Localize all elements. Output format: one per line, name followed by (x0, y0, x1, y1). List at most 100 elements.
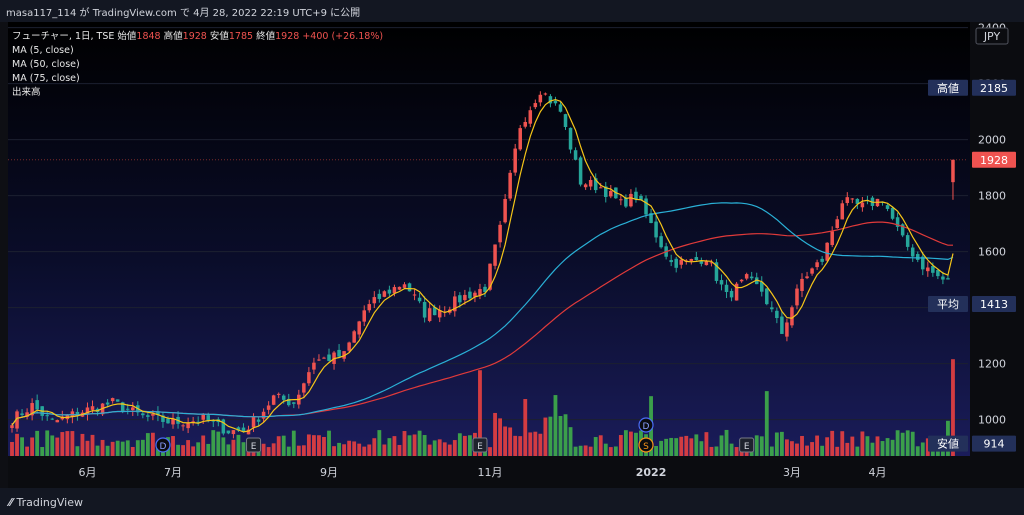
volume-bar (306, 434, 311, 456)
volume-bar (890, 439, 895, 456)
volume-bar (115, 440, 120, 456)
volume-bar (865, 436, 870, 456)
candle-body (256, 419, 261, 422)
volume-bar (779, 431, 784, 456)
volume-bar (870, 442, 875, 456)
candle-body (583, 184, 588, 188)
volume-bar (815, 435, 820, 456)
candle-body (810, 268, 814, 274)
candle-body (211, 420, 216, 422)
volume-bar (402, 431, 407, 456)
legend-low: 1785 (228, 31, 254, 42)
price-chart[interactable]: 10001200140016001800200022002400JPY 6月7月… (0, 22, 1024, 488)
time-axis (8, 456, 1024, 488)
volume-bar (493, 412, 497, 456)
tradingview-logo[interactable]: ⁄⁄ TradingView (9, 496, 83, 509)
candle-body (241, 427, 246, 432)
candle-body (739, 279, 744, 282)
candle-body (271, 395, 276, 405)
volume-bar (241, 442, 246, 456)
volume-bar (10, 441, 14, 456)
candle-body (120, 402, 125, 412)
volume-bar (85, 440, 90, 456)
candle-body (473, 292, 477, 297)
candle-body (458, 295, 462, 303)
candle-body (276, 393, 281, 395)
candle-body (90, 406, 95, 410)
volume-bar (65, 431, 70, 456)
candle-body (765, 288, 769, 305)
candle-body (528, 110, 533, 124)
candle-body (754, 277, 759, 285)
volume-bar (774, 432, 779, 456)
plot-area (8, 22, 970, 456)
volume-bar (880, 441, 885, 456)
candle-body (327, 354, 331, 361)
volume-bar (120, 441, 125, 456)
earnings-marker (472, 437, 488, 453)
candle-body (402, 284, 407, 288)
volume-bar (186, 440, 191, 456)
avg-tag-label-bg (928, 295, 968, 312)
low-tag-label-bg (928, 435, 968, 452)
candle-body (518, 128, 522, 150)
candle-body (498, 224, 502, 243)
volume-bar (266, 447, 271, 456)
candle-body (387, 289, 392, 294)
volume-bar (664, 438, 669, 456)
candle-body (417, 297, 422, 302)
candle-body (694, 257, 699, 261)
volume-bar (528, 432, 533, 456)
legend-ma50[interactable]: MA (50, close) (12, 59, 80, 70)
legend-ma75[interactable]: MA (75, close) (12, 73, 80, 84)
candle-body (468, 291, 472, 299)
candle-body (206, 415, 211, 422)
candle-body (941, 276, 945, 280)
volume-bar (568, 427, 573, 456)
volume-bar (462, 435, 467, 456)
candle-body (699, 261, 704, 264)
header-bar: masa117_114 が TradingView.com で 4月 28, 2… (0, 0, 1024, 22)
volume-bar (553, 395, 558, 456)
volume-bar (412, 434, 417, 456)
volume-bar (357, 443, 362, 456)
candle-body (266, 405, 271, 410)
high-tag-value-bg (972, 79, 1016, 96)
legend-volume[interactable]: 出来高 (12, 87, 41, 98)
legend-close-label: 終値 (256, 31, 276, 42)
volume-bar (95, 445, 100, 456)
candle-body (312, 362, 316, 370)
candle-body (840, 203, 845, 220)
volume-bar (457, 433, 462, 456)
candle-body (302, 383, 306, 393)
candle-body (548, 96, 553, 104)
candle-body (357, 321, 361, 335)
volume-bar (895, 430, 900, 456)
candle-body (835, 219, 839, 228)
candle-body (619, 199, 623, 201)
volume-bar (820, 445, 825, 456)
volume-bar (201, 435, 206, 456)
candle-body (724, 284, 729, 292)
time-tick-label: 11月 (478, 466, 503, 479)
volume-bar (729, 443, 734, 456)
candle-body (382, 291, 387, 297)
volume-bar (629, 431, 633, 456)
candle-body (609, 190, 613, 197)
candle-body (679, 259, 684, 265)
volume-bar (231, 439, 236, 456)
candle-body (35, 400, 39, 410)
volume-bar (392, 436, 397, 456)
candle-body (397, 286, 402, 290)
candle-body (453, 296, 457, 312)
candle-body (146, 415, 150, 417)
legend: フューチャー, 1日, TSE 始値1848 高値1928 安値1785 終値1… (12, 30, 383, 100)
legend-ma5[interactable]: MA (5, close) (12, 45, 74, 56)
volume-bar (603, 443, 608, 456)
candle-body (669, 260, 673, 263)
candle-body (422, 301, 427, 318)
candle-body (286, 398, 291, 406)
volume-bar (332, 446, 336, 456)
volume-bar (90, 434, 95, 456)
candle-body (855, 198, 860, 204)
